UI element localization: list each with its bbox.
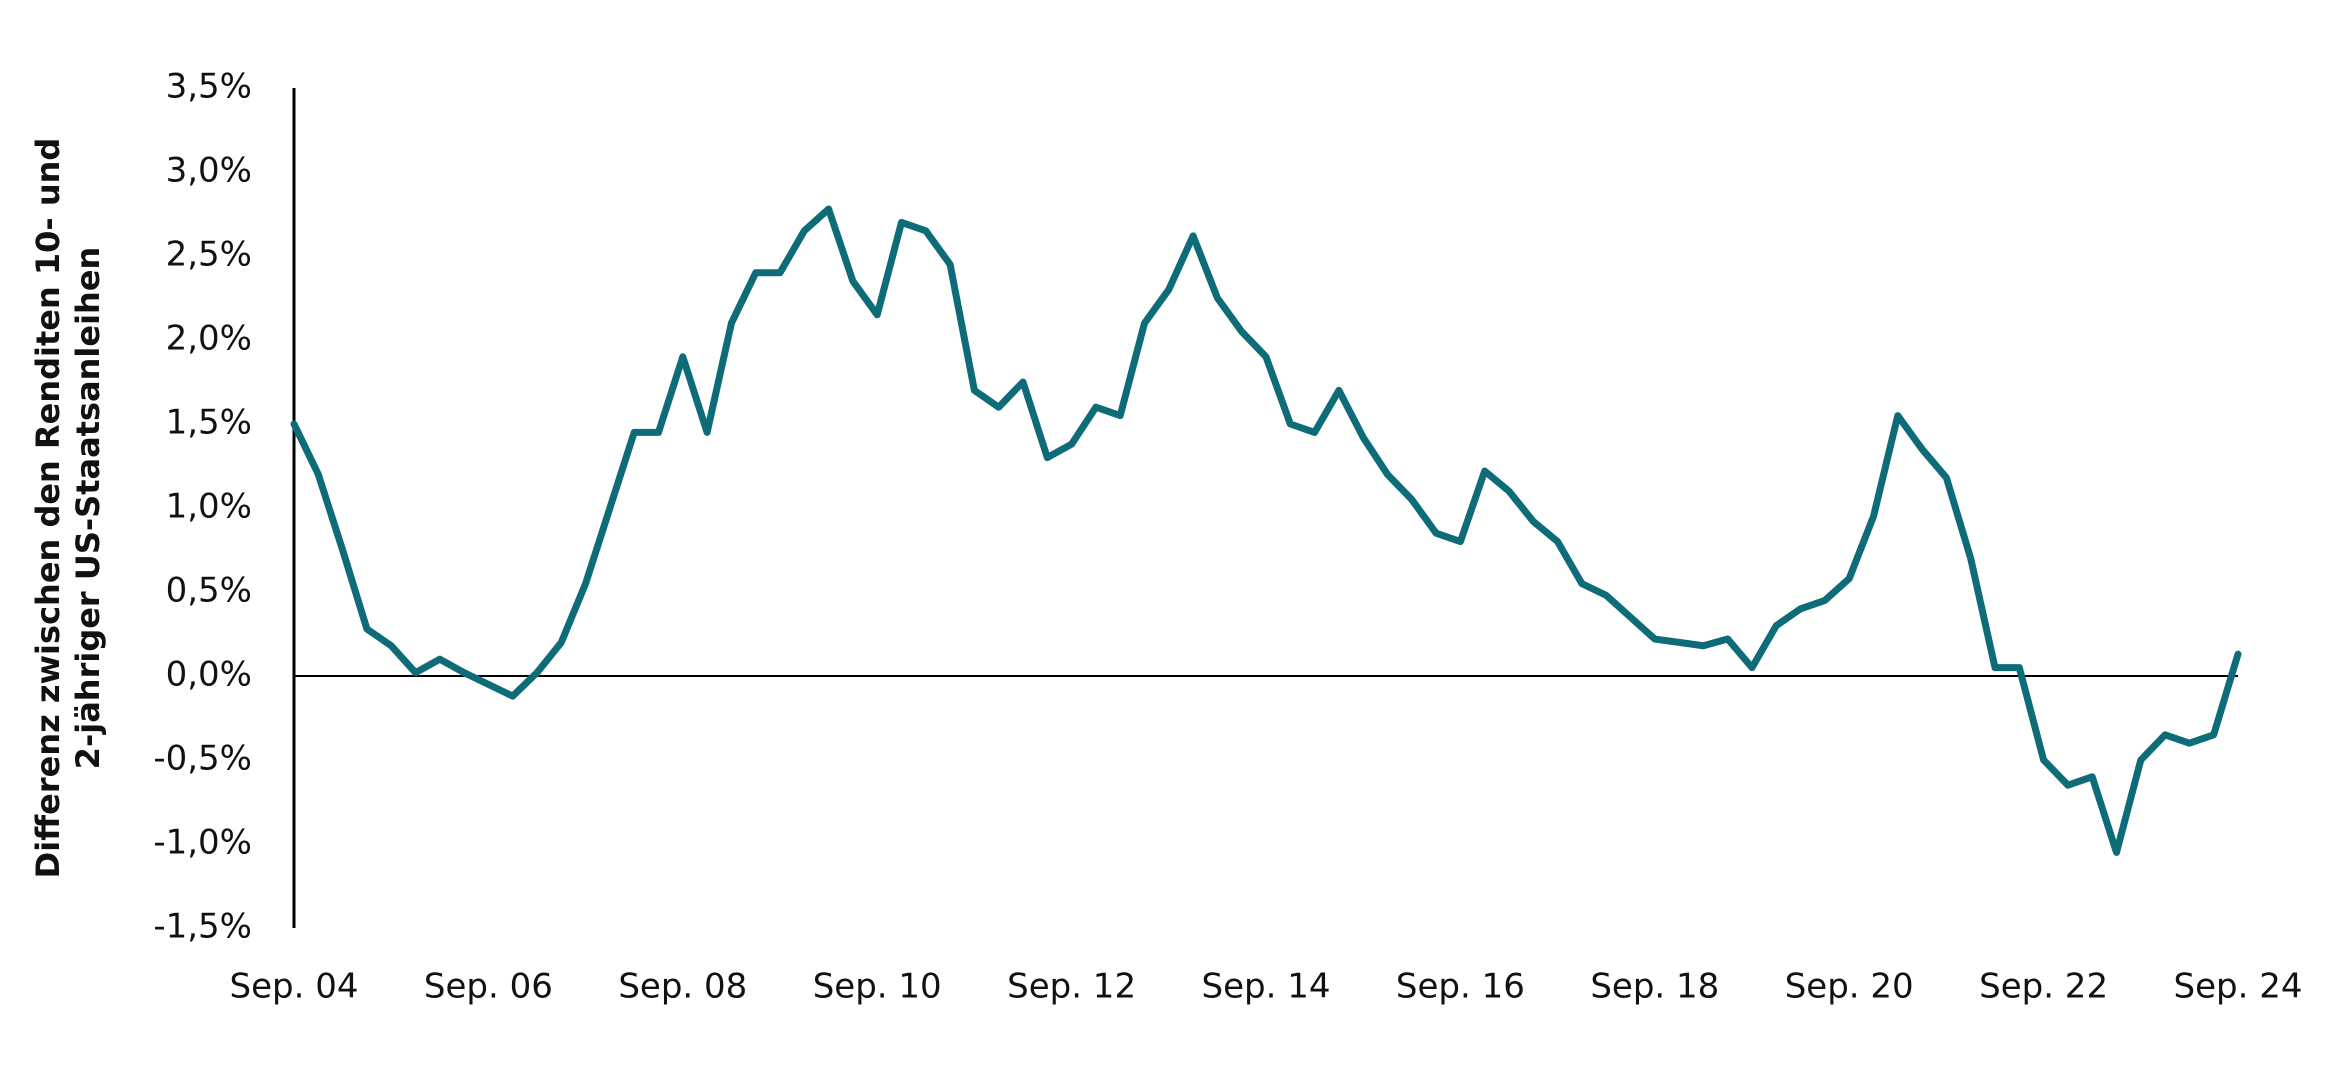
- x-tick-label: Sep. 22: [1979, 967, 2108, 1007]
- x-tick-label: Sep. 16: [1396, 967, 1525, 1007]
- y-tick-label: 0,5%: [166, 571, 252, 611]
- x-tick-label: Sep. 10: [813, 967, 942, 1007]
- y-tick-label: -1,5%: [153, 907, 252, 947]
- y-tick-label: -0,5%: [153, 739, 252, 779]
- y-tick-label: 2,0%: [166, 319, 252, 359]
- y-label-line: 2-jähriger US-Staatsanleihen: [69, 247, 107, 770]
- x-tick-label: Sep. 24: [2174, 967, 2303, 1007]
- y-tick-label: 2,5%: [166, 235, 252, 275]
- y-tick-label: 3,5%: [166, 67, 252, 107]
- y-tick-label: 3,0%: [166, 151, 252, 191]
- data-line: [290, 205, 2242, 856]
- x-tick-label: Sep. 08: [618, 967, 747, 1007]
- y-tick-label: -1,0%: [153, 823, 252, 863]
- y-label-line: Differenz zwischen den Renditen 10- und: [29, 138, 67, 879]
- x-tick-label: Sep. 18: [1590, 967, 1719, 1007]
- y-tick-label: 1,0%: [166, 487, 252, 527]
- x-tick-label: Sep. 20: [1785, 967, 1914, 1007]
- x-tick-label: Sep. 04: [230, 967, 359, 1007]
- x-tick-label: Sep. 06: [424, 967, 553, 1007]
- x-tick-label: Sep. 14: [1202, 967, 1331, 1007]
- y-tick-label: 0,0%: [166, 655, 252, 695]
- y-tick-label: 1,5%: [166, 403, 252, 443]
- x-tick-label: Sep. 12: [1007, 967, 1136, 1007]
- y-axis-title: Differenz zwischen den Renditen 10- und …: [29, 138, 107, 879]
